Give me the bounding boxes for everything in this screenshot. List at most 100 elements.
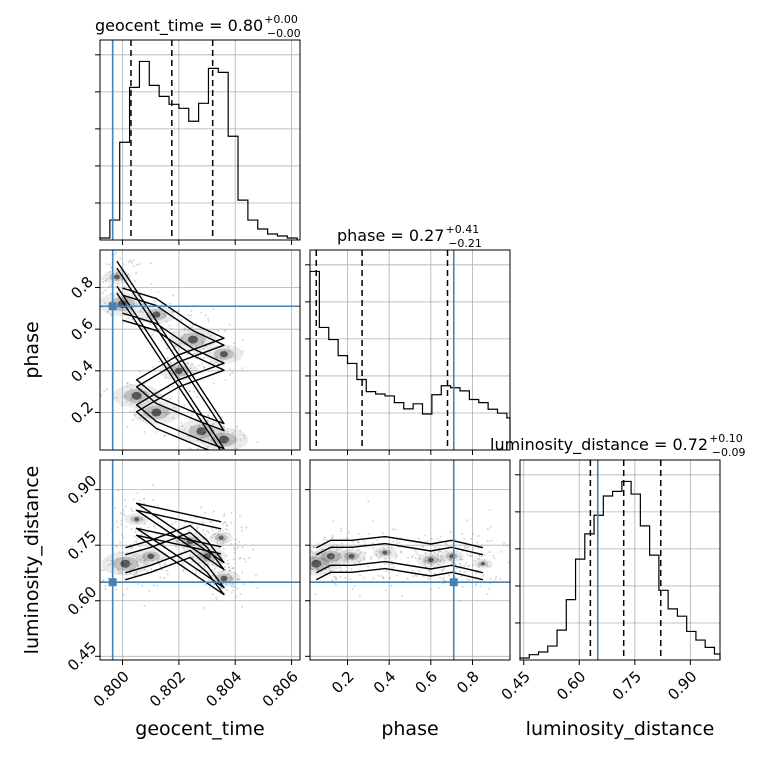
- density-cell: [203, 553, 212, 560]
- sample-point: [102, 291, 105, 294]
- sample-point: [220, 587, 223, 590]
- sample-point: [400, 595, 403, 598]
- sample-point: [218, 436, 221, 439]
- sample-point: [143, 604, 146, 607]
- sample-point: [235, 447, 238, 450]
- sample-point: [493, 557, 496, 560]
- sample-point: [129, 283, 132, 286]
- sample-point: [110, 562, 113, 565]
- sample-point: [486, 565, 489, 568]
- sample-point: [352, 558, 355, 561]
- sample-point: [172, 331, 175, 334]
- sample-point: [425, 559, 428, 562]
- sample-point: [340, 556, 343, 559]
- density-cell: [326, 553, 335, 560]
- sample-point: [122, 557, 125, 560]
- sample-point: [227, 566, 230, 569]
- sample-point: [376, 539, 379, 542]
- sample-point: [225, 540, 228, 543]
- sample-point: [393, 557, 396, 560]
- sample-point: [221, 529, 224, 532]
- sample-point: [430, 564, 433, 567]
- sample-point: [449, 558, 452, 561]
- sample-point: [239, 592, 242, 595]
- sample-point: [202, 332, 205, 335]
- sample-point: [329, 569, 332, 572]
- sample-point: [223, 453, 225, 455]
- sample-point: [190, 310, 193, 313]
- sample-point: [449, 531, 452, 534]
- sample-point: [424, 559, 427, 562]
- sample-point: [224, 329, 227, 332]
- sample-point: [407, 556, 410, 559]
- sample-point: [142, 413, 145, 416]
- sample-point: [241, 350, 244, 353]
- sample-point: [171, 528, 174, 531]
- sample-point: [196, 334, 199, 337]
- sample-point: [256, 587, 259, 590]
- sample-point: [227, 562, 230, 565]
- sample-point: [458, 600, 461, 603]
- sample-point: [331, 535, 334, 538]
- sample-point: [89, 575, 91, 577]
- sample-point: [196, 432, 199, 435]
- sample-point: [479, 563, 482, 566]
- sample-point: [190, 413, 193, 416]
- xlabel-geocent-time: geocent_time: [135, 718, 264, 740]
- sample-point: [172, 417, 175, 420]
- sample-point: [382, 577, 385, 580]
- sample-point: [436, 554, 439, 557]
- sample-point: [219, 351, 222, 354]
- sample-point: [130, 310, 133, 313]
- sample-point: [472, 564, 475, 567]
- sample-point: [335, 578, 338, 581]
- sample-point: [500, 550, 503, 553]
- sample-point: [217, 534, 220, 537]
- sample-point: [224, 528, 227, 531]
- sample-point: [127, 260, 130, 263]
- sample-point: [190, 455, 192, 457]
- sample-point: [193, 352, 196, 355]
- sample-point: [158, 564, 161, 567]
- contour-line: [315, 542, 484, 556]
- sample-point: [173, 366, 176, 369]
- sample-point: [221, 359, 224, 362]
- sample-point: [411, 569, 414, 572]
- sample-point: [199, 437, 202, 440]
- sample-point: [384, 557, 387, 560]
- sample-point: [142, 311, 145, 314]
- sample-point: [295, 585, 297, 587]
- sample-point: [438, 586, 441, 589]
- sample-point: [242, 583, 245, 586]
- sample-point: [151, 407, 154, 410]
- sample-point: [236, 587, 239, 590]
- sample-point: [370, 558, 373, 561]
- sample-point: [108, 270, 111, 273]
- sample-point: [126, 425, 129, 428]
- sample-point: [349, 552, 352, 555]
- density-cell: [152, 311, 161, 318]
- sample-point: [182, 569, 185, 572]
- sample-point: [138, 558, 141, 561]
- sample-point: [382, 576, 385, 579]
- sample-point: [476, 557, 479, 560]
- sample-point: [216, 543, 219, 546]
- sample-point: [242, 434, 245, 437]
- sample-point: [123, 577, 126, 580]
- sample-point: [133, 531, 136, 534]
- sample-point: [225, 524, 228, 527]
- sample-point: [130, 507, 133, 510]
- sample-point: [183, 327, 186, 330]
- sample-point: [467, 564, 470, 567]
- sample-point: [144, 563, 147, 566]
- sample-point: [157, 504, 160, 507]
- sample-point: [219, 544, 222, 547]
- sample-point: [313, 555, 316, 558]
- sample-point: [450, 551, 453, 554]
- sample-point: [217, 536, 220, 539]
- sample-point: [222, 514, 225, 517]
- sample-point: [127, 562, 130, 565]
- sample-point: [316, 543, 319, 546]
- sample-point: [188, 390, 191, 393]
- sample-point: [115, 588, 118, 591]
